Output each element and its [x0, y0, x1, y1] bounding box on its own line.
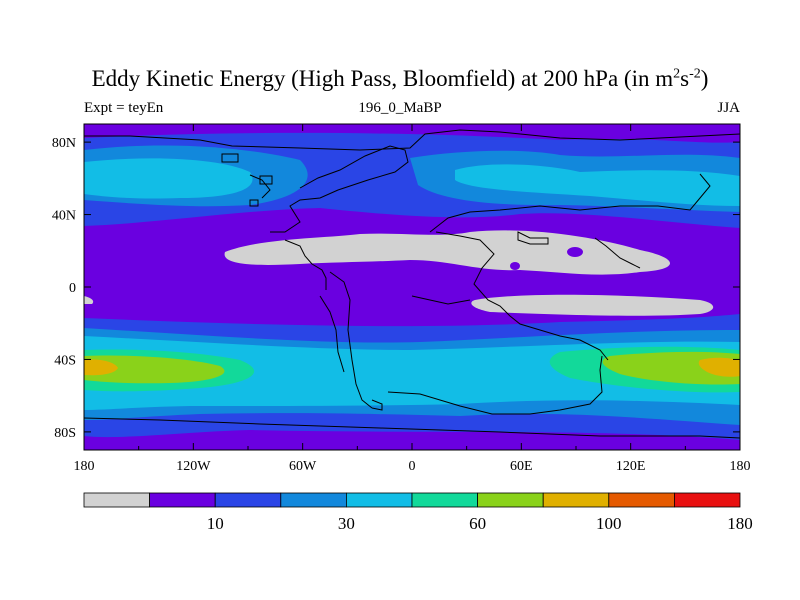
colorbar-swatch	[83, 492, 150, 508]
colorbar-swatch	[477, 492, 544, 508]
season-label: JJA	[717, 100, 740, 116]
colorbar-label: 100	[596, 514, 622, 533]
colorbar-label: 180	[727, 514, 753, 533]
y-axis: 80N 40N 0 40S 80S	[52, 136, 740, 441]
field-map	[84, 124, 740, 450]
colorbar-swatch	[608, 492, 675, 508]
colorbar-swatch	[214, 492, 282, 508]
y-tick-label: 0	[69, 281, 76, 296]
band-100-140	[84, 357, 740, 377]
y-tick-label: 40S	[54, 353, 76, 368]
colorbar-label: 10	[207, 514, 224, 533]
x-tick-label: 180	[74, 459, 95, 474]
x-tick-label: 180	[730, 459, 751, 474]
colorbar-swatch	[411, 492, 478, 508]
colorbar-swatch	[149, 492, 216, 508]
colorbar-swatch	[280, 492, 347, 508]
colorbar-label: 30	[338, 514, 355, 533]
x-axis: 180 120W 60W 0 60E 120E 180	[74, 124, 751, 474]
expt-label: Expt = teyEn	[84, 100, 164, 116]
y-tick-label: 40N	[52, 209, 76, 224]
colorbar-swatch	[345, 492, 413, 508]
colorbar-label: 60	[469, 514, 486, 533]
x-tick-label: 60E	[510, 459, 533, 474]
colorbar-swatch	[674, 492, 741, 508]
x-tick-label: 60W	[289, 459, 317, 474]
x-tick-label: 0	[409, 459, 416, 474]
y-tick-label: 80S	[54, 426, 76, 441]
band-10-20-islands	[510, 247, 583, 270]
colorbar-swatch	[542, 492, 610, 508]
chart-title: Eddy Kinetic Energy (High Pass, Bloomfie…	[91, 66, 709, 91]
x-tick-label: 120E	[616, 459, 646, 474]
band-5-10	[84, 230, 714, 316]
coastlines	[84, 129, 740, 439]
x-tick-label: 120W	[176, 459, 211, 474]
colorbar: 10 30 60 100 180	[83, 492, 753, 533]
y-tick-label: 80N	[52, 136, 76, 151]
run-label: 196_0_MaBP	[358, 100, 442, 116]
